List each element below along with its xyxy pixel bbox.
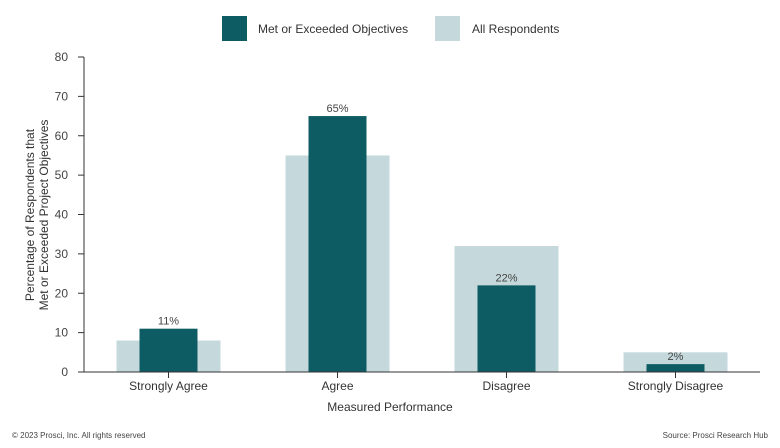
- y-tick-label: 10: [55, 326, 69, 340]
- y-tick-label: 20: [55, 286, 69, 300]
- copyright-text: © 2023 Prosci, Inc. All rights reserved: [12, 431, 146, 440]
- bar-met-or-exceeded: [477, 285, 536, 372]
- x-tick-label: Agree: [321, 379, 353, 393]
- y-tick-label: 50: [55, 168, 69, 182]
- bar-met-or-exceeded: [139, 328, 198, 372]
- bar-met-or-exceeded: [308, 116, 367, 372]
- legend-label-met: Met or Exceeded Objectives: [258, 22, 408, 36]
- data-label: 2%: [668, 351, 684, 363]
- source-text: Source: Prosci Research Hub: [663, 431, 769, 440]
- x-tick-label: Strongly Agree: [129, 379, 208, 393]
- series-met-or-exceeded: 11% 65% 22% 2%: [139, 103, 705, 372]
- y-axis-title: Percentage of Respondents that Met or Ex…: [23, 120, 51, 311]
- y-tick-label: 70: [55, 89, 69, 103]
- legend-label-all: All Respondents: [472, 22, 559, 36]
- data-label: 11%: [158, 316, 179, 328]
- x-axis-title: Measured Performance: [327, 400, 453, 414]
- series-all-respondents: [116, 155, 728, 372]
- y-axis-title-line-1: Percentage of Respondents that: [23, 128, 37, 301]
- x-tick-label: Disagree: [482, 379, 530, 393]
- x-tick-label: Strongly Disagree: [628, 379, 724, 393]
- y-axis-title-line-2: Met or Exceeded Project Objectives: [37, 120, 51, 311]
- y-tick-label: 80: [55, 50, 69, 64]
- legend-swatch-all: [435, 16, 460, 41]
- y-tick-label: 0: [61, 365, 68, 379]
- bar-met-or-exceeded: [646, 364, 705, 372]
- y-tick-label: 60: [55, 129, 69, 143]
- y-axis: 0 10 20 30 40 50 60 70 80: [55, 50, 85, 379]
- y-tick-label: 40: [55, 208, 69, 222]
- x-axis: Strongly Agree Agree Disagree Strongly Disa…: [84, 371, 760, 393]
- data-label: 65%: [326, 103, 348, 115]
- y-tick-label: 30: [55, 247, 69, 261]
- data-label: 22%: [495, 272, 517, 284]
- legend-swatch-met: [222, 16, 247, 41]
- legend: Met or Exceeded Objectives All Responden…: [222, 16, 559, 41]
